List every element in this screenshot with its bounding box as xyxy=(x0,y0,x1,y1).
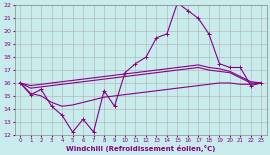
X-axis label: Windchill (Refroidissement éolien,°C): Windchill (Refroidissement éolien,°C) xyxy=(66,144,215,152)
